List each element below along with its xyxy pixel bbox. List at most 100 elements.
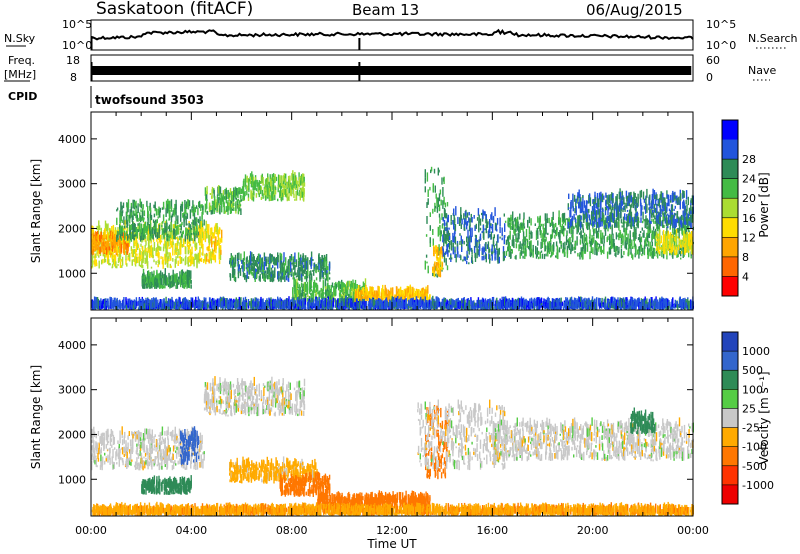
data-cell <box>238 191 240 195</box>
data-cell <box>312 259 314 261</box>
data-cell <box>184 216 186 220</box>
data-cell <box>291 268 293 277</box>
data-cell <box>420 290 422 294</box>
data-cell <box>295 272 297 275</box>
data-cell <box>674 194 676 200</box>
data-cell <box>654 236 656 246</box>
data-cell <box>674 191 676 198</box>
data-cell <box>366 290 369 296</box>
beam-title: Beam 13 <box>352 1 420 19</box>
data-cell <box>175 204 177 213</box>
data-cell <box>575 200 577 208</box>
data-cell <box>215 201 217 205</box>
data-cell <box>677 254 679 258</box>
data-cell <box>133 240 135 249</box>
data-cell <box>333 285 335 293</box>
data-cell <box>264 184 266 189</box>
data-cell <box>436 268 439 275</box>
data-cell <box>265 187 267 192</box>
data-cell <box>351 287 353 292</box>
data-cell <box>432 229 434 235</box>
data-cell <box>625 217 628 221</box>
data-cell <box>204 233 207 243</box>
data-cell <box>183 285 186 289</box>
data-cell <box>629 204 632 214</box>
data-cell <box>214 236 216 239</box>
data-cell <box>183 212 185 216</box>
data-cell <box>224 190 227 194</box>
data-cell <box>621 201 623 206</box>
data-cell <box>468 225 471 232</box>
data-cell <box>345 287 347 295</box>
data-cell <box>521 243 523 250</box>
data-cell <box>691 219 693 223</box>
data-cell <box>648 232 651 238</box>
data-cell <box>318 253 320 263</box>
data-cell <box>209 193 212 195</box>
data-cell <box>647 235 649 238</box>
data-cell <box>190 284 192 289</box>
data-cell <box>302 266 304 275</box>
data-cell <box>662 236 665 246</box>
data-cell <box>501 237 503 241</box>
data-cell <box>560 225 562 234</box>
data-cell <box>448 250 450 253</box>
data-cell <box>134 249 137 259</box>
data-cell <box>481 255 483 261</box>
data-cell <box>617 250 619 255</box>
data-cell <box>452 220 454 225</box>
data-cell <box>433 168 436 174</box>
data-cell <box>307 257 309 261</box>
data-cell <box>685 245 687 253</box>
data-cell <box>222 190 225 197</box>
data-cell <box>597 198 599 202</box>
data-cell <box>518 233 520 240</box>
data-cell <box>514 218 516 222</box>
data-cell <box>110 238 112 248</box>
data-cell <box>310 267 312 269</box>
data-cell <box>163 231 165 240</box>
data-cell <box>690 198 692 204</box>
data-cell <box>320 294 323 299</box>
data-cell <box>207 259 209 262</box>
data-cell <box>359 294 361 302</box>
data-cell <box>102 246 105 249</box>
data-cell <box>293 193 295 198</box>
data-cell <box>265 256 267 261</box>
data-cell <box>132 220 134 230</box>
data-cell <box>635 207 637 211</box>
data-cell <box>649 248 651 257</box>
data-cell <box>568 240 570 249</box>
data-cell <box>331 282 334 288</box>
data-cell <box>94 234 97 238</box>
data-cell <box>634 199 636 205</box>
data-cell <box>300 293 302 299</box>
data-cell <box>365 286 367 295</box>
data-cell <box>675 242 677 245</box>
data-cell <box>448 235 450 243</box>
data-cell <box>635 217 638 222</box>
data-cell <box>541 253 544 259</box>
data-cell <box>550 245 552 252</box>
data-cell <box>618 232 620 241</box>
data-cell <box>206 246 208 251</box>
data-cell <box>609 226 612 230</box>
data-cell <box>570 226 572 234</box>
noise-strip <box>90 28 694 50</box>
data-cell <box>140 243 142 247</box>
data-cell <box>567 221 569 229</box>
data-cell <box>405 288 407 297</box>
data-cell <box>489 258 491 261</box>
data-cell <box>596 210 598 220</box>
data-cell <box>655 231 658 238</box>
data-cell <box>510 248 513 251</box>
data-cell <box>251 252 253 262</box>
data-cell <box>271 184 273 195</box>
data-cell <box>172 228 175 236</box>
data-cell <box>600 196 602 202</box>
data-cell <box>234 275 236 281</box>
data-cell <box>475 237 477 248</box>
data-cell <box>350 291 352 299</box>
data-cell <box>121 219 123 223</box>
data-cell <box>252 266 254 272</box>
